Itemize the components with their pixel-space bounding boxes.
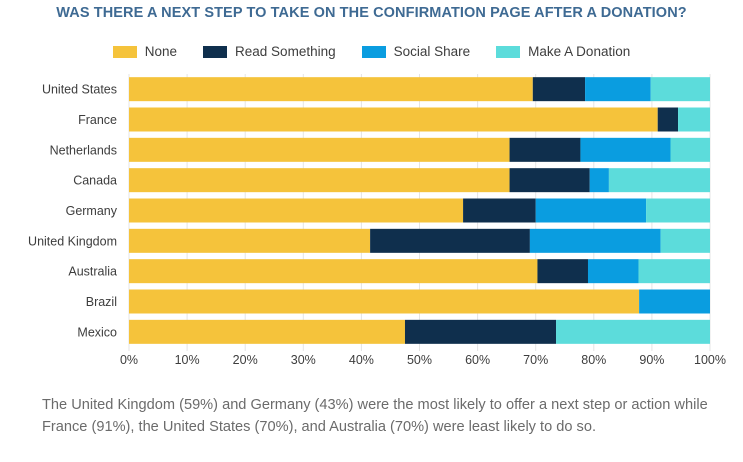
legend-item-read-something: Read Something [203,44,336,59]
bar-canada-read-something [509,168,590,193]
x-tick-label: 50% [407,353,432,367]
legend-label-none: None [144,44,178,59]
x-tick-label: 10% [175,353,200,367]
x-tick-label: 0% [120,353,138,367]
bar-netherlands-none [129,137,510,162]
bar-australia-make-a-donation [638,259,710,284]
legend-label-make-a-donation: Make A Donation [528,44,631,59]
legend-item-social-share: Social Share [361,44,471,59]
bar-germany-social-share [535,198,647,223]
x-tick-label: 90% [639,353,664,367]
bar-germany-none [129,198,464,223]
bar-france-none [129,107,658,132]
bar-germany-make-a-donation [646,198,710,223]
chart-caption: The United Kingdom (59%) and Germany (43… [42,397,708,435]
legend-item-make-a-donation: Make A Donation [496,44,630,59]
legend-item-none: None [112,44,178,59]
bar-united-states-make-a-donation [650,77,710,102]
legend-swatch-make-a-donation [496,45,521,58]
bar-united-kingdom-read-something [370,228,530,253]
bar-united-states-read-something [532,77,586,102]
bar-united-kingdom-social-share [529,228,661,253]
bar-france-make-a-donation [678,107,710,132]
category-label-germany: Germany [66,204,118,218]
bar-australia-social-share [587,259,639,284]
bar-australia-none [129,259,538,284]
bar-mexico-read-something [404,319,557,344]
chart-legend: None Read Something Social Share Make A … [0,44,743,59]
category-label-australia: Australia [68,265,117,279]
bar-mexico-none [129,319,405,344]
bar-united-states-social-share [585,77,651,102]
x-tick-label: 100% [694,353,726,367]
legend-swatch-social-share [361,45,386,58]
bar-mexico-make-a-donation [556,319,710,344]
category-label-united-kingdom: United Kingdom [28,234,117,248]
bar-netherlands-read-something [509,137,581,162]
x-tick-label: 60% [465,353,490,367]
chart-title: WAS THERE A NEXT STEP TO TAKE ON THE CON… [56,5,687,21]
bar-united-kingdom-make-a-donation [660,228,710,253]
category-label-netherlands: Netherlands [50,143,117,157]
bar-canada-make-a-donation [608,168,710,193]
bar-netherlands-make-a-donation [670,137,710,162]
legend-label-read-something: Read Something [235,44,336,59]
category-label-mexico: Mexico [77,325,117,339]
x-tick-label: 30% [291,353,316,367]
x-tick-label: 20% [233,353,258,367]
bar-united-kingdom-none [129,228,371,253]
bar-germany-read-something [463,198,536,223]
bar-united-states-none [129,77,533,102]
stacked-bar-chart: 0% 10% 20% 30% 40% 50% 60% 70% 80% 90% 100% United … [28,74,726,367]
legend-label-social-share: Social Share [393,44,471,59]
category-label-brazil: Brazil [86,295,117,309]
category-label-united-states: United States [42,83,117,97]
bar-australia-read-something [537,259,588,284]
bar-netherlands-social-share [580,137,671,162]
x-tick-label: 80% [581,353,606,367]
bar-canada-none [129,168,510,193]
category-label-france: France [78,113,117,127]
x-tick-label: 40% [349,353,374,367]
legend-swatch-read-something [203,45,228,58]
bar-france-read-something [657,107,679,132]
bar-brazil-none [129,289,640,314]
bar-brazil-social-share [639,289,710,314]
x-tick-label: 70% [523,353,548,367]
bar-canada-social-share [589,168,609,193]
legend-swatch-none [112,45,137,58]
category-label-canada: Canada [73,174,117,188]
